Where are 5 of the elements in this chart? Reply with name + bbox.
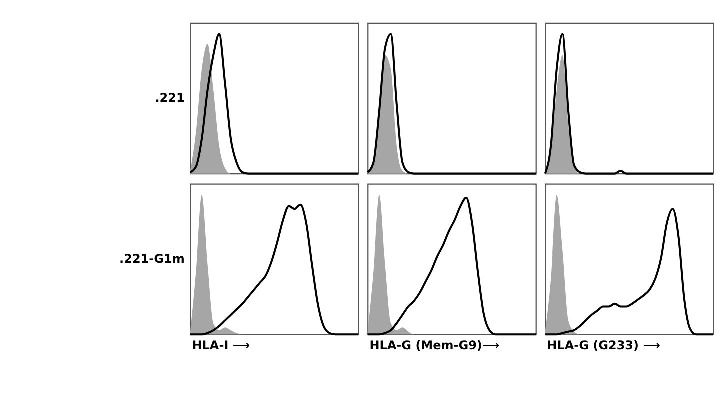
x-axis-title: HLA-G (Mem-G9)⟶ — [370, 338, 500, 352]
x-axis-title: HLA-I ⟶ — [192, 338, 250, 352]
y-axis-title: .221-G1m — [120, 252, 185, 266]
y-axis-title: .221 — [155, 91, 185, 106]
x-axis-title: HLA-G (G233) ⟶ — [547, 338, 660, 352]
